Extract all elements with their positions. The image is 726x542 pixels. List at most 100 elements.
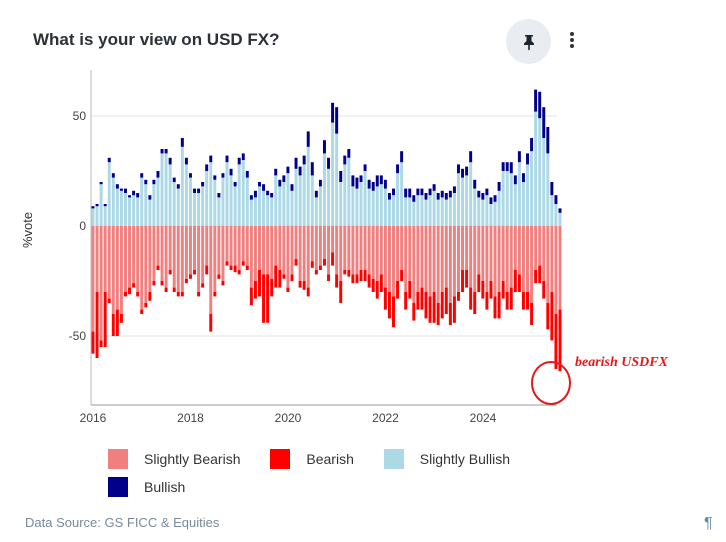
bar-bearish bbox=[444, 287, 448, 314]
bar-bearish bbox=[465, 270, 469, 288]
bar-bearish bbox=[558, 309, 562, 372]
bar-bearish bbox=[456, 292, 460, 301]
bar-bullish bbox=[347, 149, 351, 158]
bar-slightly-bearish bbox=[270, 226, 274, 279]
bar-bullish bbox=[282, 175, 286, 182]
bar-bearish bbox=[331, 252, 335, 266]
bar-bearish bbox=[124, 292, 127, 297]
legend-item-slightly-bearish[interactable]: Slightly Bearish bbox=[108, 449, 241, 469]
bar-slightly-bearish bbox=[513, 226, 517, 270]
bar-bullish bbox=[416, 188, 420, 196]
bar-slightly-bearish bbox=[509, 226, 513, 288]
x-tick-label: 2022 bbox=[372, 411, 399, 425]
bar-slightly-bullish bbox=[229, 175, 233, 226]
bar-slightly-bearish bbox=[396, 226, 400, 281]
bar-slightly-bearish bbox=[258, 226, 261, 270]
bar-bearish bbox=[221, 281, 225, 286]
bar-bullish bbox=[477, 190, 481, 198]
bar-bullish bbox=[262, 184, 266, 191]
legend-swatch-slightly-bearish bbox=[108, 449, 128, 469]
bar-bullish bbox=[103, 204, 107, 207]
pin-button[interactable] bbox=[506, 19, 551, 64]
bar-bullish bbox=[124, 188, 127, 193]
bar-bullish bbox=[359, 175, 363, 182]
bar-bullish bbox=[111, 173, 115, 178]
data-source-note: Data Source: GS FICC & Equities bbox=[25, 515, 220, 530]
bar-bullish bbox=[420, 188, 424, 196]
bar-bullish bbox=[310, 162, 314, 176]
bar-slightly-bullish bbox=[274, 175, 278, 226]
x-tick-label: 2024 bbox=[470, 411, 497, 425]
bar-slightly-bearish bbox=[103, 226, 107, 292]
bar-slightly-bullish bbox=[193, 193, 197, 226]
bar-slightly-bullish bbox=[477, 197, 481, 226]
bar-slightly-bearish bbox=[156, 226, 160, 266]
bar-slightly-bearish bbox=[534, 226, 538, 270]
bar-bullish bbox=[197, 188, 201, 193]
bar-bullish bbox=[367, 179, 371, 189]
legend-item-bullish[interactable]: Bullish bbox=[108, 477, 185, 497]
bar-slightly-bearish bbox=[286, 226, 290, 288]
bar-bearish bbox=[343, 270, 347, 275]
bar-slightly-bullish bbox=[521, 182, 525, 226]
pin-icon bbox=[523, 34, 534, 50]
bar-bullish bbox=[115, 184, 119, 189]
bar-slightly-bullish bbox=[493, 201, 497, 226]
bar-slightly-bearish bbox=[493, 226, 497, 297]
bar-slightly-bearish bbox=[416, 226, 420, 292]
bar-slightly-bullish bbox=[416, 195, 420, 226]
bar-bullish bbox=[176, 184, 180, 189]
more-options-button[interactable] bbox=[560, 28, 584, 52]
bar-slightly-bearish bbox=[197, 226, 201, 292]
bar-bearish bbox=[351, 274, 355, 284]
bar-bullish bbox=[534, 89, 538, 112]
bar-slightly-bearish bbox=[392, 226, 395, 297]
bar-bearish bbox=[489, 281, 493, 299]
bar-bearish bbox=[262, 274, 266, 323]
tick-labels: -50 0 50 2016 2018 2020 2022 2024 bbox=[69, 109, 497, 425]
bar-bearish bbox=[302, 281, 306, 290]
bar-slightly-bullish bbox=[448, 197, 452, 226]
bar-bearish bbox=[335, 274, 339, 288]
bar-slightly-bullish bbox=[331, 122, 335, 226]
bar-bullish bbox=[448, 190, 452, 198]
bar-slightly-bullish bbox=[387, 199, 391, 226]
bar-bearish bbox=[509, 287, 513, 310]
bar-bearish bbox=[209, 314, 213, 332]
bar-bearish bbox=[241, 261, 245, 266]
bar-slightly-bearish bbox=[282, 226, 286, 275]
bar-bullish bbox=[440, 190, 444, 198]
bar-slightly-bullish bbox=[140, 177, 144, 226]
bar-slightly-bullish bbox=[160, 153, 164, 226]
bar-slightly-bullish bbox=[509, 173, 513, 226]
bar-bearish bbox=[408, 281, 412, 299]
bar-bullish bbox=[253, 190, 257, 198]
bar-bullish bbox=[335, 107, 339, 134]
bar-bullish bbox=[298, 166, 302, 176]
bar-slightly-bearish bbox=[465, 226, 469, 270]
bar-bullish bbox=[258, 182, 261, 187]
legend-item-bearish[interactable]: Bearish bbox=[270, 449, 354, 469]
bar-bullish bbox=[152, 179, 156, 185]
bar-slightly-bearish bbox=[225, 226, 229, 262]
bar-slightly-bearish bbox=[400, 226, 404, 270]
bar-bearish bbox=[481, 281, 485, 299]
bar-bullish bbox=[270, 193, 274, 198]
bar-slightly-bearish bbox=[558, 226, 562, 310]
bar-slightly-bearish bbox=[310, 226, 314, 262]
bar-bearish bbox=[318, 265, 322, 270]
bar-bullish bbox=[343, 155, 347, 165]
bar-bearish bbox=[119, 314, 123, 323]
bar-bullish bbox=[168, 157, 172, 165]
bar-slightly-bullish bbox=[180, 146, 184, 226]
bar-slightly-bullish bbox=[318, 186, 322, 226]
bar-bullish bbox=[132, 190, 136, 196]
bar-slightly-bullish bbox=[505, 171, 509, 226]
bar-slightly-bullish bbox=[111, 177, 115, 226]
bar-slightly-bearish bbox=[481, 226, 485, 281]
bar-bullish bbox=[436, 193, 440, 200]
more-vertical-icon bbox=[570, 32, 574, 48]
legend-item-slightly-bullish[interactable]: Slightly Bullish bbox=[383, 449, 510, 469]
bar-slightly-bearish bbox=[205, 226, 209, 266]
bar-bullish bbox=[225, 155, 229, 163]
